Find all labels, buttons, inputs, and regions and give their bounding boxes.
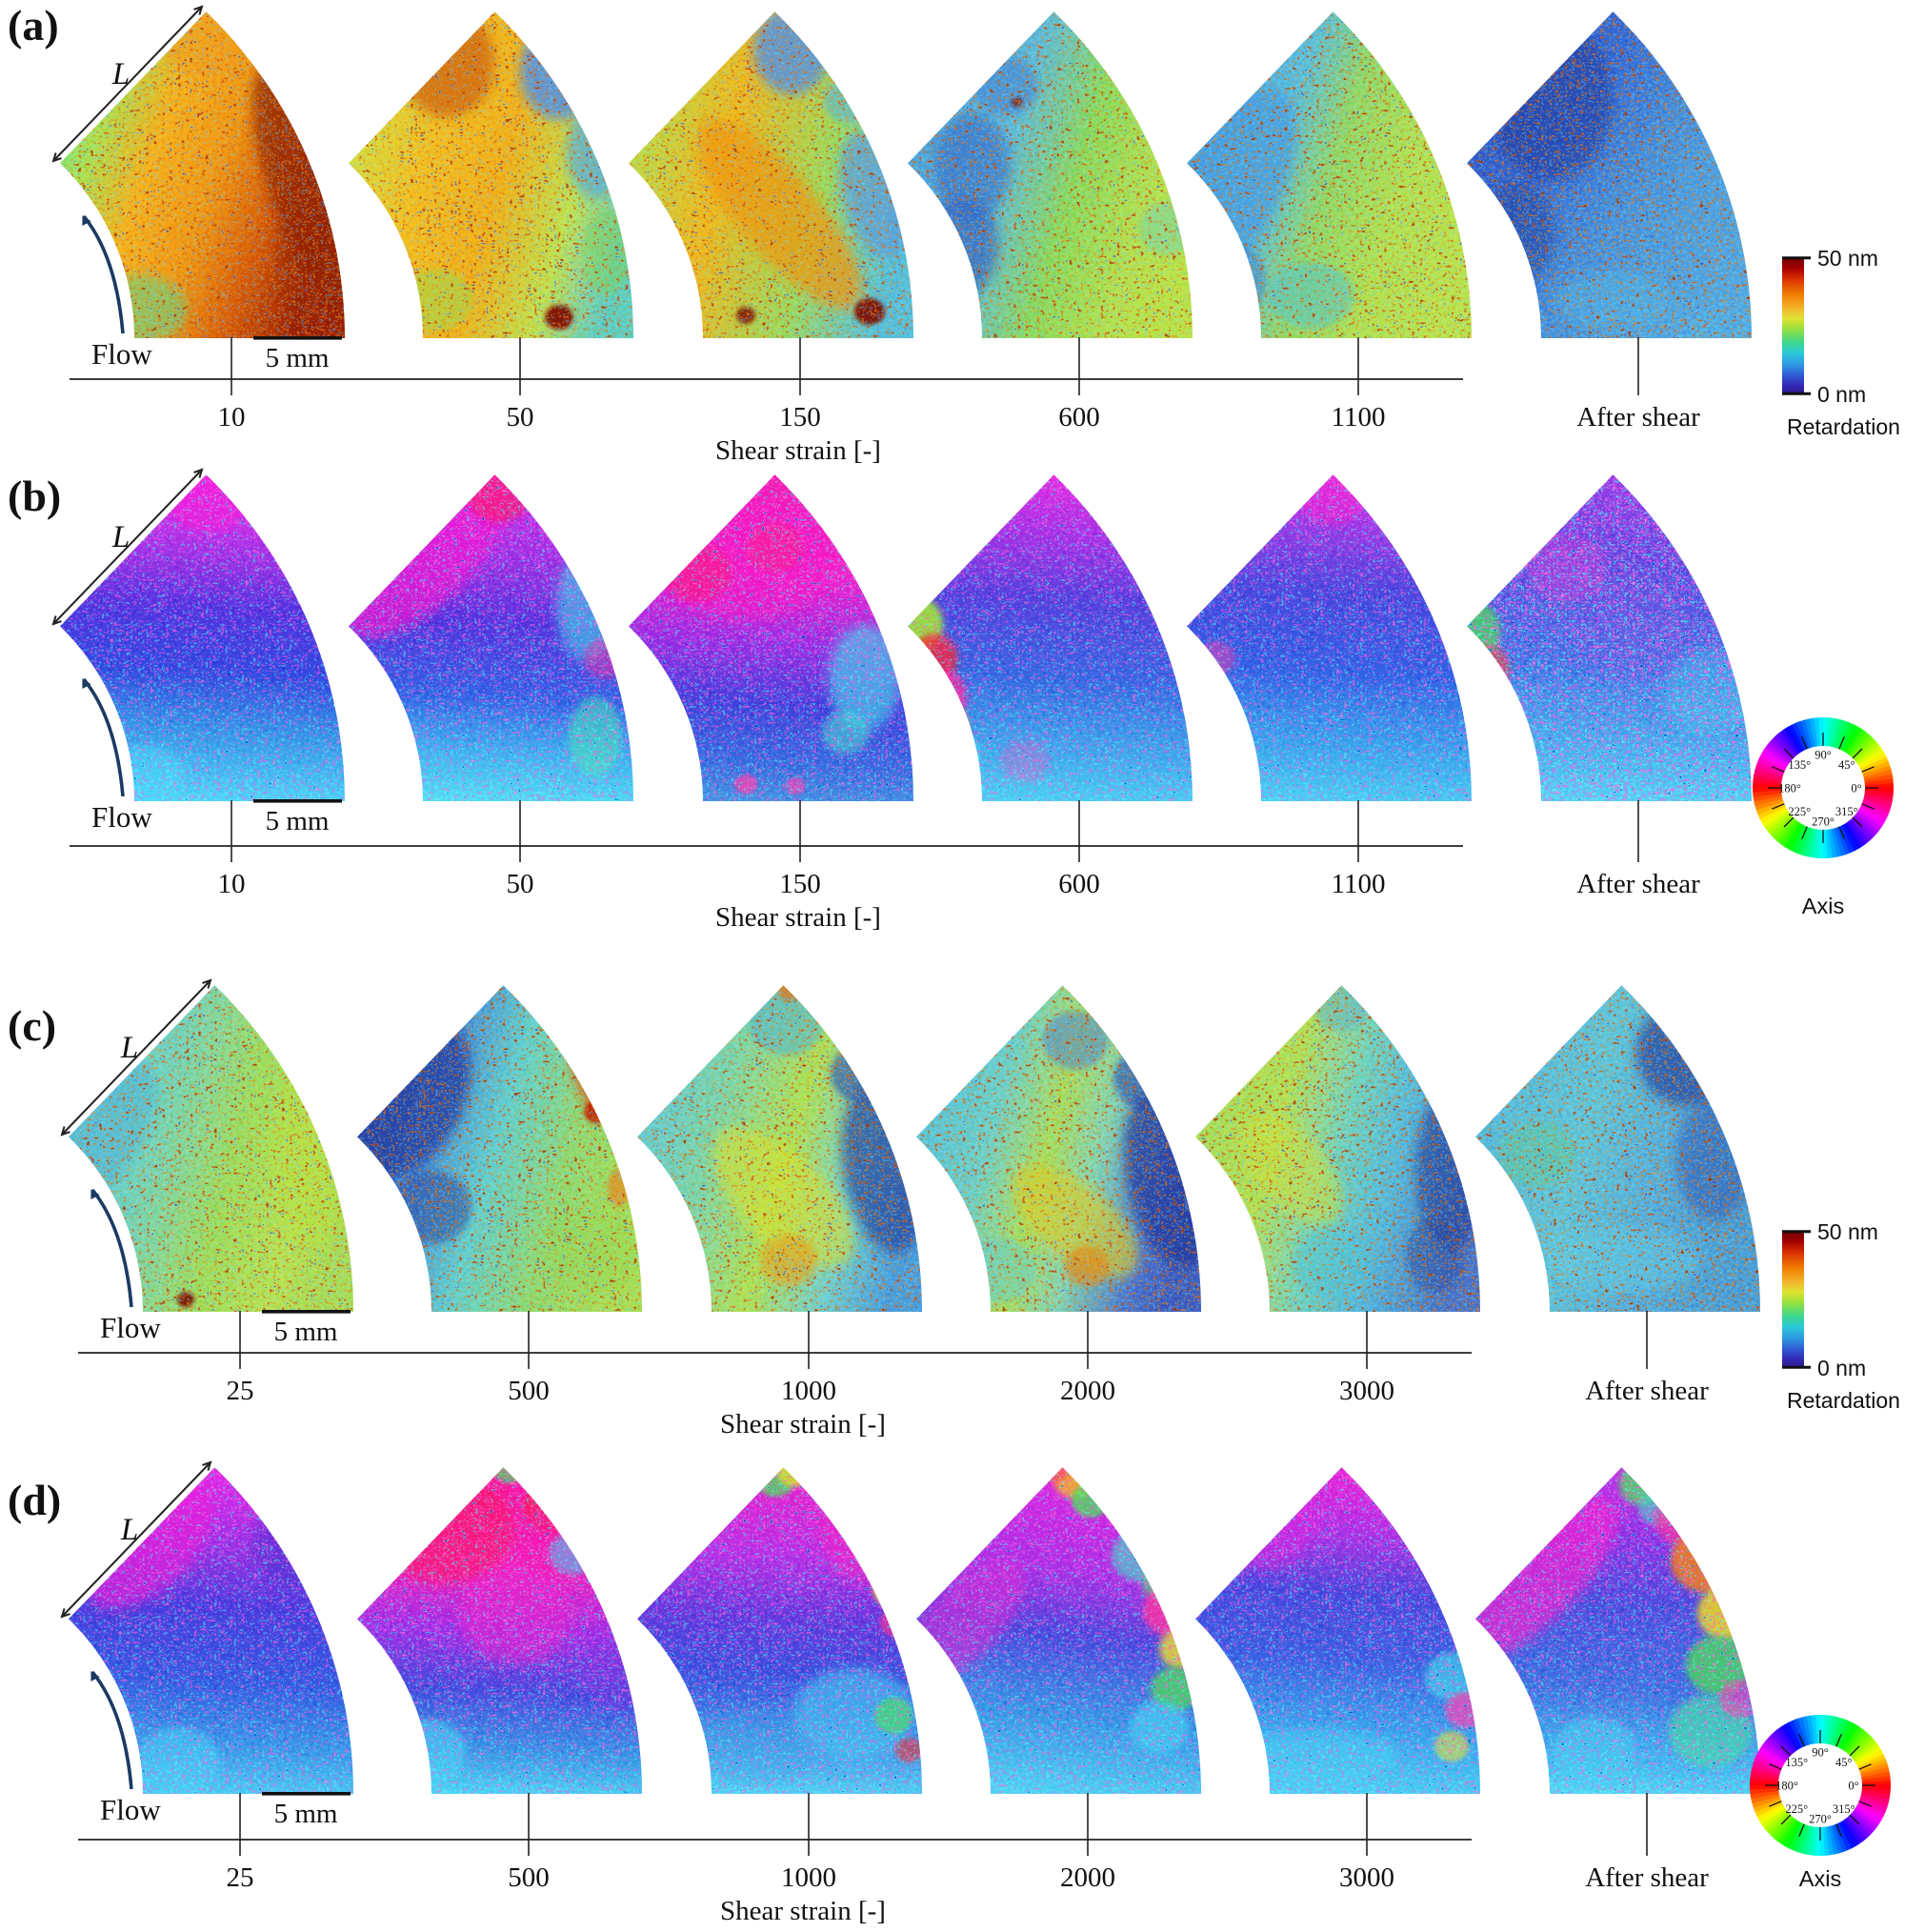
svg-text:270°: 270° xyxy=(1812,815,1835,829)
svg-text:After shear: After shear xyxy=(1576,402,1700,433)
svg-text:Retardation: Retardation xyxy=(1787,414,1900,439)
svg-text:Shear strain [-]: Shear strain [-] xyxy=(720,1896,886,1926)
svg-text:Axis: Axis xyxy=(1799,1866,1841,1891)
svg-text:600: 600 xyxy=(1058,402,1100,433)
svg-text:(b): (b) xyxy=(8,472,61,520)
svg-text:315°: 315° xyxy=(1833,1802,1855,1816)
svg-text:0 nm: 0 nm xyxy=(1817,1356,1866,1380)
svg-text:0 nm: 0 nm xyxy=(1817,382,1866,407)
svg-text:50: 50 xyxy=(507,869,534,899)
svg-text:180°: 180° xyxy=(1778,782,1801,795)
svg-text:L: L xyxy=(111,520,130,554)
svg-text:1000: 1000 xyxy=(781,1376,836,1406)
svg-text:270°: 270° xyxy=(1809,1813,1832,1826)
svg-text:Shear strain [-]: Shear strain [-] xyxy=(720,1409,886,1439)
svg-text:L: L xyxy=(120,1031,138,1065)
svg-text:45°: 45° xyxy=(1835,1756,1853,1769)
svg-text:135°: 135° xyxy=(1785,1756,1808,1769)
svg-text:After shear: After shear xyxy=(1576,869,1700,899)
svg-text:50 nm: 50 nm xyxy=(1817,1219,1878,1244)
svg-text:(a): (a) xyxy=(8,1,59,50)
svg-text:180°: 180° xyxy=(1775,1780,1798,1793)
svg-text:2000: 2000 xyxy=(1060,1376,1115,1406)
svg-text:Flow: Flow xyxy=(91,800,152,834)
svg-text:Shear strain [-]: Shear strain [-] xyxy=(715,435,881,466)
svg-text:50: 50 xyxy=(507,402,534,433)
svg-text:25: 25 xyxy=(227,1862,254,1893)
svg-text:150: 150 xyxy=(779,402,821,433)
svg-text:45°: 45° xyxy=(1838,758,1855,772)
svg-text:Flow: Flow xyxy=(100,1311,161,1344)
svg-text:500: 500 xyxy=(508,1862,550,1893)
svg-text:50 nm: 50 nm xyxy=(1817,246,1878,271)
svg-text:Flow: Flow xyxy=(100,1793,161,1826)
svg-text:600: 600 xyxy=(1058,869,1100,899)
svg-text:L: L xyxy=(111,57,130,91)
svg-text:(d): (d) xyxy=(8,1476,61,1524)
svg-text:10: 10 xyxy=(218,869,246,899)
svg-text:90°: 90° xyxy=(1815,749,1832,762)
svg-text:Flow: Flow xyxy=(91,337,152,371)
svg-text:25: 25 xyxy=(227,1376,254,1406)
svg-text:0°: 0° xyxy=(1851,782,1861,795)
svg-text:(c): (c) xyxy=(8,1001,56,1050)
svg-text:3000: 3000 xyxy=(1339,1862,1394,1893)
svg-text:5 mm: 5 mm xyxy=(266,343,330,373)
svg-text:2000: 2000 xyxy=(1060,1862,1115,1893)
svg-text:Retardation: Retardation xyxy=(1787,1388,1900,1413)
svg-text:150: 150 xyxy=(779,869,821,899)
svg-text:1100: 1100 xyxy=(1332,869,1386,899)
svg-text:5 mm: 5 mm xyxy=(266,806,330,836)
svg-text:1000: 1000 xyxy=(781,1862,836,1893)
svg-text:500: 500 xyxy=(508,1376,550,1406)
svg-text:Axis: Axis xyxy=(1802,894,1844,918)
svg-text:Shear strain [-]: Shear strain [-] xyxy=(715,902,881,933)
svg-text:3000: 3000 xyxy=(1339,1376,1394,1406)
svg-text:315°: 315° xyxy=(1835,805,1858,818)
svg-text:After shear: After shear xyxy=(1585,1862,1709,1893)
svg-text:L: L xyxy=(120,1513,138,1547)
svg-text:90°: 90° xyxy=(1812,1746,1829,1760)
svg-text:After shear: After shear xyxy=(1585,1376,1709,1406)
svg-text:0°: 0° xyxy=(1848,1780,1858,1793)
svg-text:225°: 225° xyxy=(1785,1802,1808,1816)
svg-text:5 mm: 5 mm xyxy=(274,1317,338,1347)
svg-text:135°: 135° xyxy=(1788,758,1811,772)
svg-text:10: 10 xyxy=(218,402,246,433)
svg-text:1100: 1100 xyxy=(1332,402,1386,433)
svg-text:225°: 225° xyxy=(1788,805,1811,818)
svg-text:5 mm: 5 mm xyxy=(274,1799,338,1829)
